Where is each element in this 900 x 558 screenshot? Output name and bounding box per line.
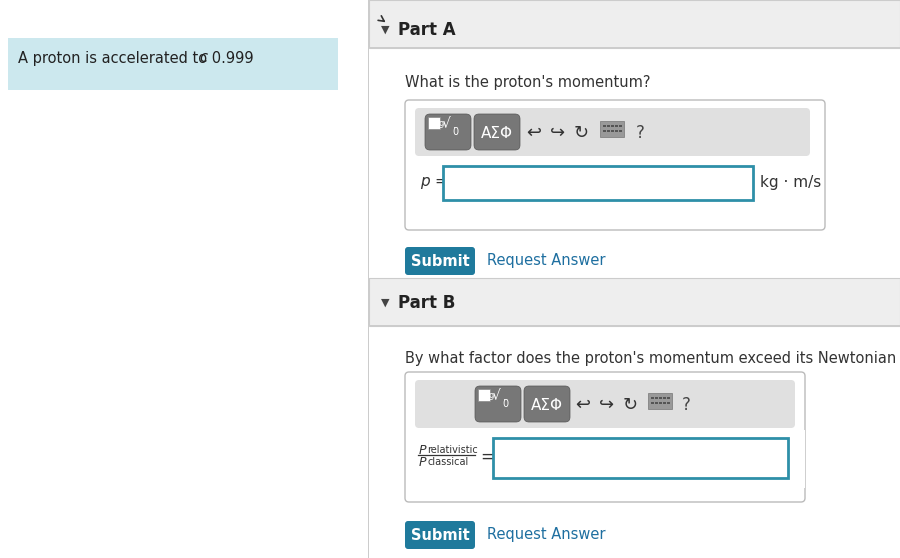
Bar (369, 47, 900, 48)
Bar (655, 397, 658, 398)
Text: $P$: $P$ (418, 444, 428, 456)
Text: ↩: ↩ (526, 124, 542, 142)
Bar (369, 0, 900, 558)
Text: A proton is accelerated to 0.999: A proton is accelerated to 0.999 (18, 51, 258, 65)
Text: Part B: Part B (398, 294, 455, 312)
Bar (369, 0, 900, 48)
Text: c: c (199, 51, 207, 65)
Bar (607, 125, 610, 127)
Bar (667, 402, 670, 403)
Text: =: = (480, 448, 494, 466)
Bar (368, 0, 369, 558)
Text: ↻: ↻ (573, 124, 589, 142)
Bar (369, 325, 900, 326)
Bar (663, 397, 666, 398)
Text: relativistic: relativistic (427, 445, 478, 455)
Bar (659, 397, 662, 398)
Text: $p$ =: $p$ = (420, 175, 447, 191)
Text: classical: classical (427, 457, 468, 467)
Bar (655, 402, 658, 403)
Bar (603, 125, 606, 127)
Text: What is the proton's momentum?: What is the proton's momentum? (405, 75, 651, 89)
Text: 0̄: 0̄ (452, 127, 458, 137)
Text: 0̄: 0̄ (502, 399, 508, 409)
Bar (659, 402, 662, 403)
FancyBboxPatch shape (415, 380, 795, 428)
Bar (619, 130, 622, 132)
Bar (611, 130, 614, 132)
FancyBboxPatch shape (425, 114, 471, 150)
FancyBboxPatch shape (405, 247, 475, 275)
Text: ▼: ▼ (381, 298, 390, 308)
Bar (8, 38, 338, 90)
FancyBboxPatch shape (475, 386, 521, 422)
Text: Submit: Submit (410, 253, 470, 268)
Bar (651, 402, 654, 403)
Bar (369, 240, 900, 278)
FancyBboxPatch shape (524, 386, 570, 422)
Text: By what factor does the proton's momentum exceed its Newtonian momentum?: By what factor does the proton's momentu… (405, 350, 900, 365)
Bar (651, 397, 654, 398)
Bar (428, 117, 440, 129)
FancyBboxPatch shape (405, 100, 825, 230)
Bar (611, 125, 614, 127)
Text: ↻: ↻ (623, 396, 637, 414)
Bar (369, 278, 900, 279)
Text: ΑΣΦ: ΑΣΦ (481, 126, 513, 141)
Bar (663, 402, 666, 403)
Bar (369, 48, 900, 278)
Bar (615, 130, 618, 132)
Bar (369, 326, 900, 520)
Bar (667, 397, 670, 398)
Bar (415, 158, 810, 206)
Text: ΑΣΦ: ΑΣΦ (531, 397, 563, 412)
Text: Part A: Part A (398, 21, 455, 39)
Bar (648, 393, 672, 409)
Text: 9: 9 (489, 393, 493, 402)
FancyBboxPatch shape (405, 521, 475, 549)
Text: √: √ (491, 389, 500, 403)
Text: ?: ? (635, 124, 644, 142)
Text: ↪: ↪ (599, 396, 615, 414)
Text: √: √ (442, 117, 450, 131)
Bar (615, 125, 618, 127)
Text: ?: ? (681, 396, 690, 414)
Bar (369, 0, 900, 1)
Bar (600, 121, 624, 137)
Bar (619, 125, 622, 127)
Text: 9: 9 (438, 122, 444, 131)
Bar (607, 130, 610, 132)
FancyBboxPatch shape (474, 114, 520, 150)
Text: ↪: ↪ (551, 124, 565, 142)
Bar (369, 278, 900, 326)
Text: $P$: $P$ (418, 455, 428, 469)
Bar (603, 130, 606, 132)
Text: kg · m/s: kg · m/s (760, 176, 821, 190)
FancyBboxPatch shape (405, 372, 805, 502)
Text: ↩: ↩ (575, 396, 590, 414)
Text: ▼: ▼ (381, 25, 390, 35)
Bar (369, 516, 900, 558)
Text: Request Answer: Request Answer (487, 253, 606, 268)
Bar (443, 166, 753, 200)
Text: Submit: Submit (410, 527, 470, 542)
Bar (415, 430, 805, 488)
FancyBboxPatch shape (415, 108, 810, 156)
Text: Request Answer: Request Answer (487, 527, 606, 542)
Bar (493, 438, 788, 478)
Bar (478, 389, 490, 401)
